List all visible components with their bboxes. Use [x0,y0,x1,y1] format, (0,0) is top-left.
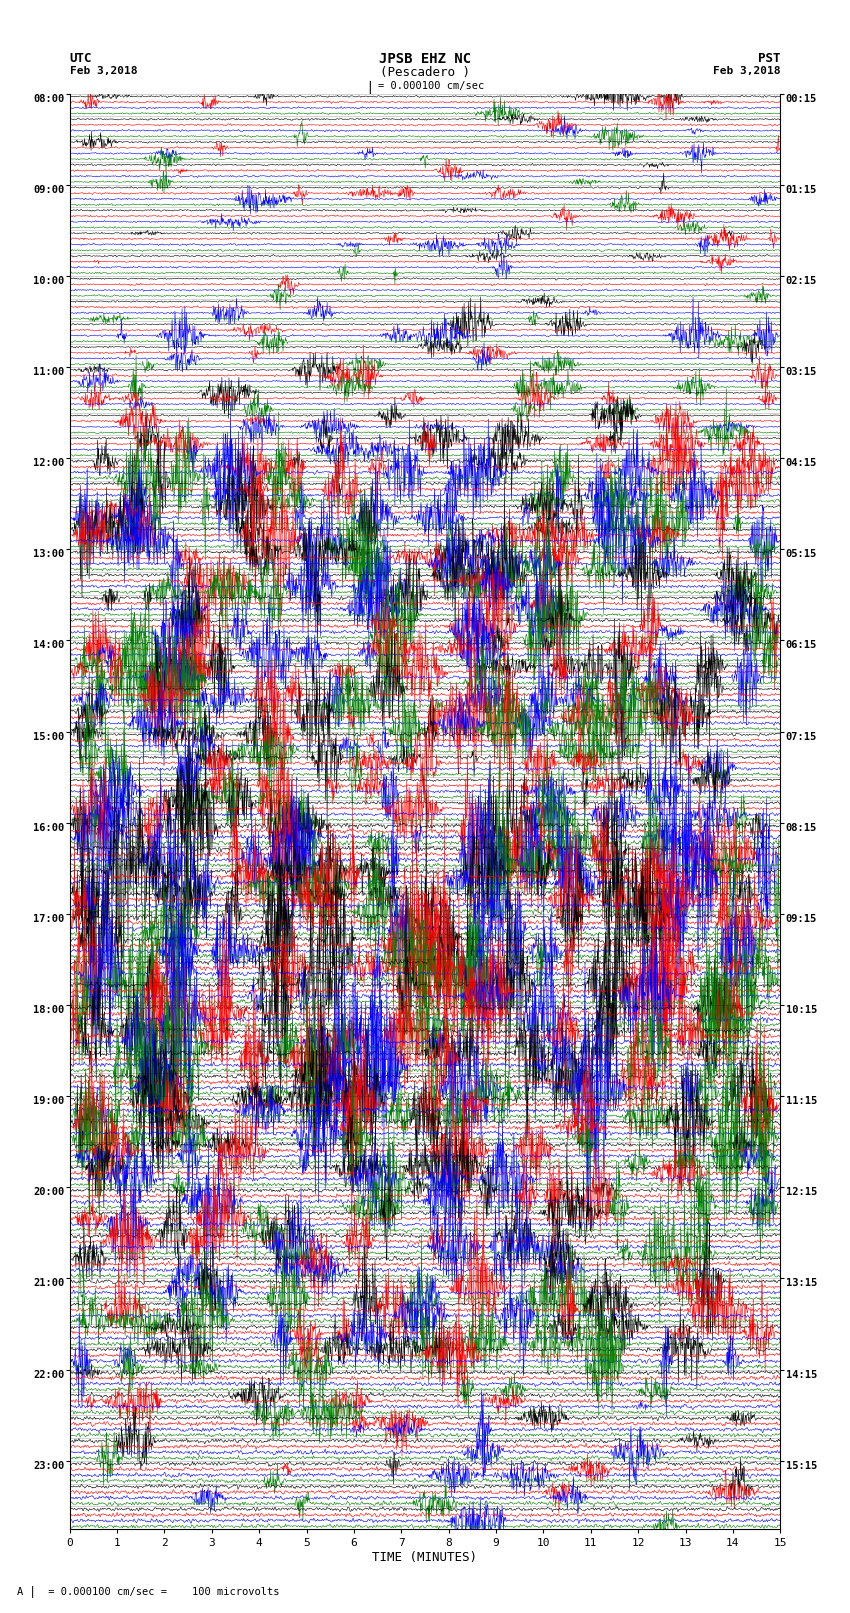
Text: Feb 3,2018: Feb 3,2018 [713,66,780,76]
Text: ⎮: ⎮ [366,81,373,94]
X-axis label: TIME (MINUTES): TIME (MINUTES) [372,1552,478,1565]
Text: A ⎮  = 0.000100 cm/sec =    100 microvolts: A ⎮ = 0.000100 cm/sec = 100 microvolts [17,1586,280,1597]
Text: = 0.000100 cm/sec: = 0.000100 cm/sec [378,81,484,90]
Text: PST: PST [758,52,780,65]
Text: UTC: UTC [70,52,92,65]
Text: Feb 3,2018: Feb 3,2018 [70,66,137,76]
Text: (Pescadero ): (Pescadero ) [380,66,470,79]
Text: JPSB EHZ NC: JPSB EHZ NC [379,52,471,66]
